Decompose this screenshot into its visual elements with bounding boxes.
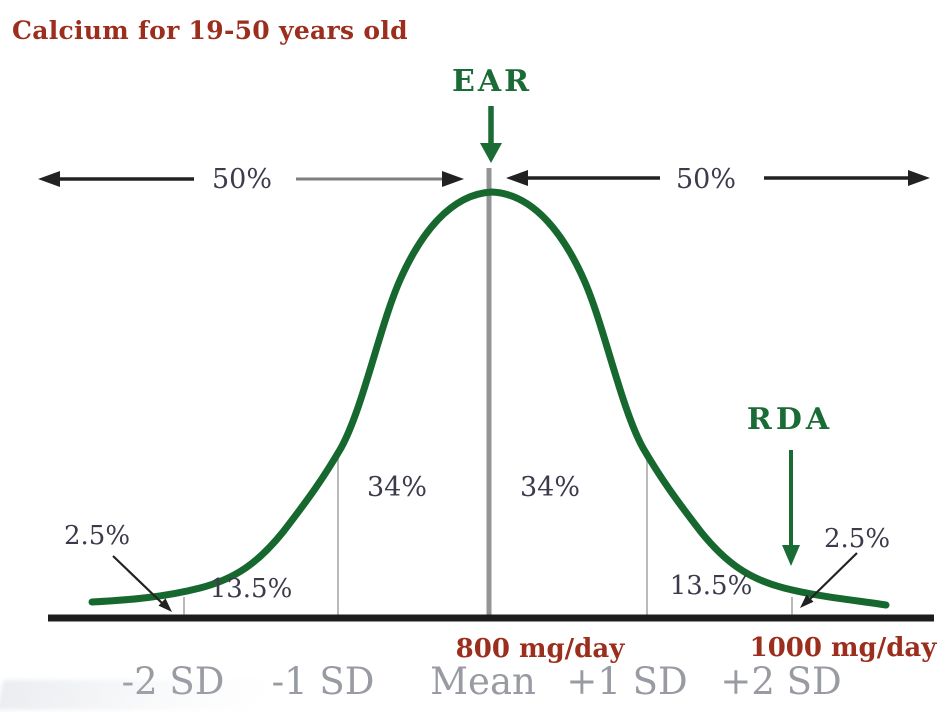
chart-title: Calcium for 19-50 years old <box>12 16 408 45</box>
paper-texture-artifact <box>0 680 274 710</box>
pct-34-left-label: 34% <box>366 472 428 503</box>
left-50-arrow-inward <box>296 171 464 187</box>
pct-13-5-left-label: 13.5% <box>209 574 293 604</box>
rda-value-label: 1000 mg/day <box>749 633 937 663</box>
pct-34-right-label: 34% <box>519 472 581 503</box>
pct-2-5-right-label: 2.5% <box>823 524 891 554</box>
axis-label-plus2sd: +2 SD <box>720 660 842 703</box>
axis-label-mean: Mean <box>430 660 536 703</box>
right-50-arrow-inward <box>506 170 660 186</box>
left-50-arrow-outward <box>38 171 194 187</box>
rda-label: RDA <box>746 402 834 437</box>
pct-50-left-label: 50% <box>211 164 273 195</box>
pct-2-5-left-label: 2.5% <box>63 521 131 551</box>
right-tail-pointer-arrow <box>800 552 858 608</box>
pct-50-right-label: 50% <box>675 164 737 195</box>
axis-label-minus1sd: -1 SD <box>271 660 375 703</box>
ear-label: EAR <box>451 64 533 99</box>
pct-13-5-right-label: 13.5% <box>669 571 753 601</box>
ear-down-arrow <box>480 106 502 163</box>
right-50-arrow-outward <box>764 170 930 186</box>
rda-down-arrow <box>782 450 800 566</box>
axis-label-minus2sd: -2 SD <box>122 660 225 703</box>
left-tail-pointer-arrow <box>112 555 172 612</box>
bell-curve <box>88 188 890 609</box>
ear-value-label: 800 mg/day <box>455 634 625 664</box>
axis-label-plus1sd: +1 SD <box>566 660 688 703</box>
